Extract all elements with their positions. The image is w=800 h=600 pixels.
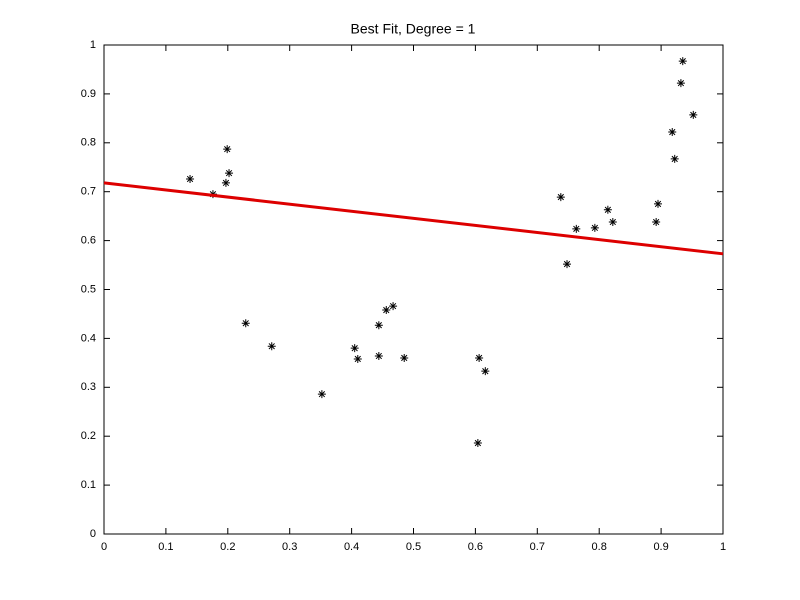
y-tick-label: 0.3 bbox=[81, 381, 96, 393]
scatter-point bbox=[556, 193, 565, 202]
scatter-point bbox=[186, 174, 195, 183]
scatter-point bbox=[668, 128, 677, 137]
x-tick-label: 0.3 bbox=[282, 541, 297, 553]
scatter-point bbox=[608, 218, 617, 227]
scatter-point bbox=[652, 218, 661, 227]
scatter-point bbox=[389, 302, 398, 311]
scatter-point bbox=[670, 154, 679, 163]
fit-line bbox=[103, 181, 724, 256]
scatter-point bbox=[563, 260, 572, 269]
scatter-point bbox=[654, 199, 663, 208]
x-tick-label: 0.5 bbox=[406, 541, 421, 553]
x-tick-label: 0.4 bbox=[344, 541, 359, 553]
x-tick-label: 0.6 bbox=[468, 541, 483, 553]
scatter-point bbox=[374, 352, 383, 361]
scatter-point bbox=[676, 79, 685, 88]
scatter-point bbox=[689, 110, 698, 119]
chart-title: Best Fit, Degree = 1 bbox=[351, 21, 476, 37]
scatter-point bbox=[481, 367, 490, 376]
scatter-point bbox=[225, 169, 234, 178]
scatter-point bbox=[572, 224, 581, 233]
scatter-point bbox=[350, 344, 359, 353]
y-tick-label: 0.7 bbox=[81, 186, 96, 198]
scatter-point bbox=[267, 342, 276, 351]
scatter-point bbox=[353, 354, 362, 363]
y-tick-label: 0.6 bbox=[81, 235, 96, 247]
scatter-point bbox=[473, 439, 482, 448]
scatter-point bbox=[221, 178, 230, 187]
y-tick-label: 1 bbox=[90, 39, 96, 51]
x-tick-label: 0.9 bbox=[653, 541, 668, 553]
y-tick-label: 0 bbox=[90, 528, 96, 540]
x-tick-label: 0.1 bbox=[158, 541, 173, 553]
x-tick-label: 0.2 bbox=[220, 541, 235, 553]
scatter-point bbox=[223, 145, 232, 154]
x-tick-label: 0.8 bbox=[592, 541, 607, 553]
scatter-point bbox=[382, 306, 391, 315]
scatter-point bbox=[475, 353, 484, 362]
y-tick-label: 0.1 bbox=[81, 479, 96, 491]
scatter-point bbox=[678, 57, 687, 66]
y-tick-label: 0.4 bbox=[81, 332, 96, 344]
x-tick-label: 1 bbox=[720, 541, 726, 553]
y-tick-label: 0.9 bbox=[81, 88, 96, 100]
scatter-point bbox=[374, 321, 383, 330]
x-tick-label: 0.7 bbox=[530, 541, 545, 553]
scatter-point bbox=[241, 319, 250, 328]
scatter-point bbox=[590, 223, 599, 232]
scatter-point bbox=[603, 205, 612, 214]
y-tick-label: 0.8 bbox=[81, 137, 96, 149]
y-tick-label: 0.5 bbox=[81, 283, 96, 295]
x-tick-label: 0 bbox=[101, 541, 107, 553]
y-tick-label: 0.2 bbox=[81, 430, 96, 442]
scatter-point bbox=[317, 390, 326, 399]
scatter-point bbox=[400, 353, 409, 362]
